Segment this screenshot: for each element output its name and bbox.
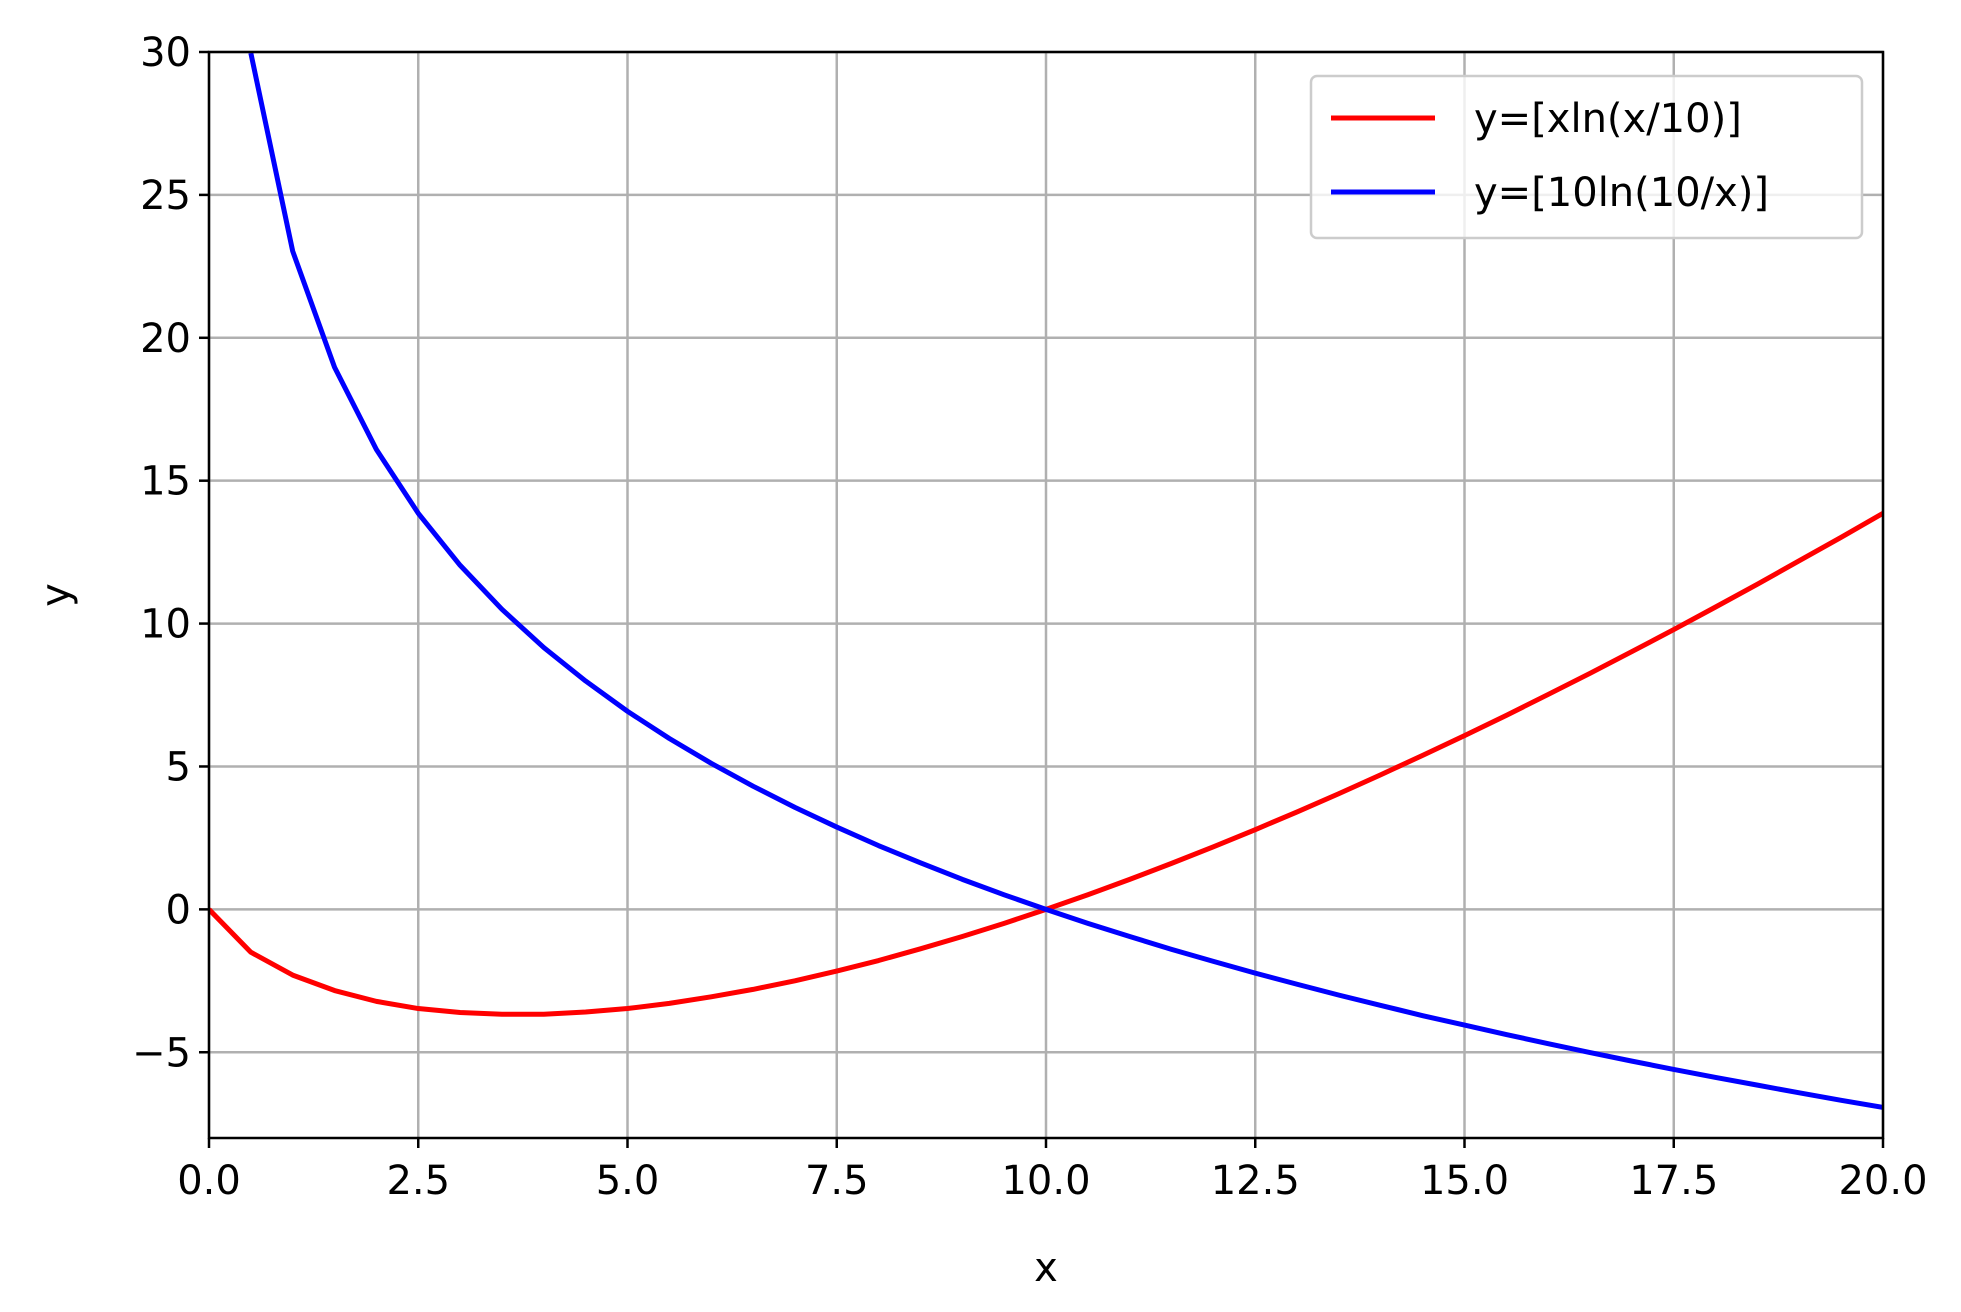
x-tick-label: 10.0 xyxy=(1001,1158,1090,1204)
y-tick-label: 30 xyxy=(140,30,191,76)
x-tick-label: 12.5 xyxy=(1211,1158,1300,1204)
y-axis-label: y xyxy=(33,583,79,607)
x-tick-label: 15.0 xyxy=(1420,1158,1509,1204)
legend-label-10ln: y=[10ln(10/x)] xyxy=(1474,170,1769,216)
y-tick-label: 25 xyxy=(140,173,191,219)
y-tick-label: 5 xyxy=(166,744,191,790)
x-tick-label: 0.0 xyxy=(177,1158,241,1204)
legend: y=[xln(x/10)] y=[10ln(10/x)] xyxy=(1309,74,1864,240)
y-tick-label: 0 xyxy=(166,887,191,933)
legend-box xyxy=(1309,74,1864,240)
x-axis-label: x xyxy=(1034,1245,1058,1291)
x-tick-label: 17.5 xyxy=(1629,1158,1718,1204)
y-tick-label: −5 xyxy=(132,1030,191,1076)
x-tick-label: 20.0 xyxy=(1838,1158,1927,1204)
legend-label-xln: y=[xln(x/10)] xyxy=(1474,96,1742,142)
y-tick-label: 20 xyxy=(140,316,191,362)
x-tick-label: 2.5 xyxy=(386,1158,450,1204)
y-tick-label: 10 xyxy=(140,602,191,648)
series-line-10ln xyxy=(248,52,1883,1110)
y-tick-label: 15 xyxy=(140,459,191,505)
x-tick-label: 5.0 xyxy=(596,1158,660,1204)
series-layer xyxy=(209,52,1883,1110)
axis-ticks: 0.0 2.5 5.0 7.5 10.0 12.5 15.0 17.5 20.0 −5 0 5 10 15… xyxy=(132,30,1928,1204)
x-tick-label: 7.5 xyxy=(805,1158,869,1204)
